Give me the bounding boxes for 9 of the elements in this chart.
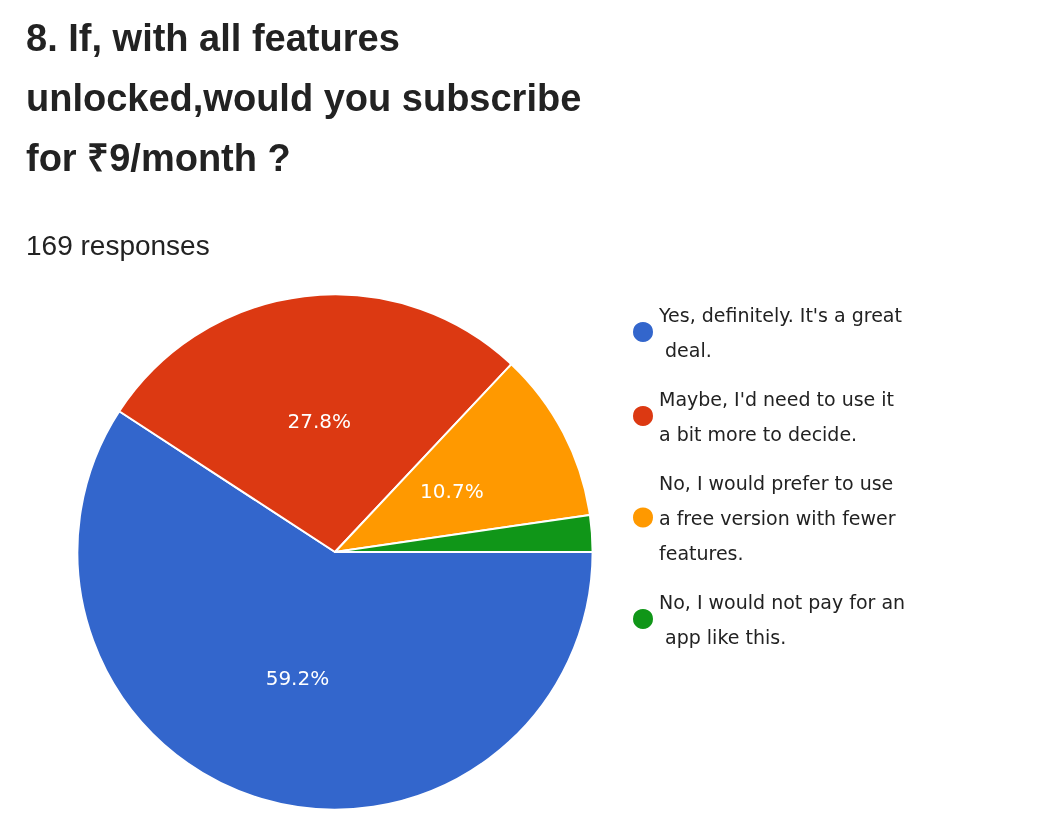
legend-label: Yes, definitely. It's a great deal. [658,303,902,361]
legend-label: Maybe, I'd need to use it a bit more to decide. [659,387,901,445]
chart-title: 8. If, with all features unlocked,would you subscribe for ₹9/month ? [26,16,583,181]
data-label: 10.7% [420,479,484,504]
data-label: 59.2% [265,666,330,691]
legend-label: No, I would prefer to use a free version with fewer features. [659,471,902,564]
data-label: 27.8% [287,409,352,434]
legend-label: No, I would not pay for an app like this. [659,590,906,648]
chart-subtitle: 169 responses [26,230,211,262]
